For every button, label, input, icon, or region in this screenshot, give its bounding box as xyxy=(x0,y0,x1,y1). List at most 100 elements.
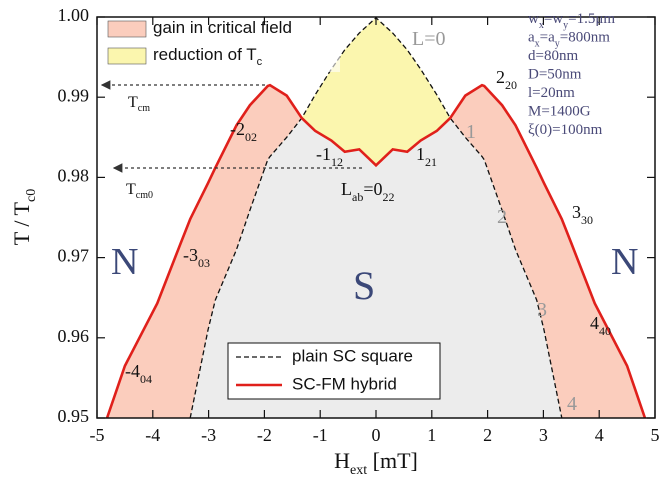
text-part: N xyxy=(611,241,638,283)
text-part: reduction of T xyxy=(153,45,257,64)
subscript: 03 xyxy=(198,256,210,270)
legend-swatch xyxy=(107,20,147,38)
subscript: 21 xyxy=(425,155,437,169)
text-part: =0 xyxy=(363,179,382,199)
line-legend: plain SC square SC-FM hybrid xyxy=(227,342,441,400)
x-tick-label: 5 xyxy=(651,425,660,445)
legend-label: reduction of Tc xyxy=(153,45,263,67)
parameter: M=1400G xyxy=(528,104,591,120)
parameter: ax=ay=800nm xyxy=(528,30,610,49)
text-part: T xyxy=(126,181,136,198)
x-tick-label: -1 xyxy=(313,425,328,445)
parameter: d=80nm xyxy=(528,48,578,64)
x-tick-label: -2 xyxy=(257,425,272,445)
annotation: -112 xyxy=(316,144,343,169)
subscript: 20 xyxy=(505,78,517,92)
text-part: -1 xyxy=(316,144,331,164)
subscript: ab xyxy=(352,190,363,204)
text-part: H xyxy=(334,448,350,473)
text-part: a xyxy=(528,30,535,46)
x-tick-label: 4 xyxy=(595,425,604,445)
subscript: c xyxy=(257,56,263,68)
series-line xyxy=(105,83,647,419)
subscript: 12 xyxy=(331,155,343,169)
text-part: w xyxy=(528,11,539,27)
annotation: 440 xyxy=(590,313,611,338)
annotation: 220 xyxy=(496,67,517,92)
text-part: D=50nm xyxy=(528,67,582,83)
text-part: S xyxy=(353,263,375,308)
x-tick-label: -5 xyxy=(90,425,105,445)
legend-label: plain SC square xyxy=(292,346,413,365)
annotation: 121 xyxy=(416,144,437,169)
text-part: 2 xyxy=(496,67,505,87)
annotation: Tcm xyxy=(128,94,150,114)
text-part: 4 xyxy=(567,393,577,415)
parameter: D=50nm xyxy=(528,67,582,83)
subscript: 30 xyxy=(581,213,593,227)
parameter: l=20nm xyxy=(528,85,575,101)
text-part: N xyxy=(111,241,138,283)
text-part: l=20nm xyxy=(528,85,575,101)
text-part: 1 xyxy=(416,144,425,164)
text-part: L=0 xyxy=(412,28,446,50)
annotation: -303 xyxy=(183,245,210,270)
subscript: cm0 xyxy=(136,190,153,201)
subscript: c0 xyxy=(24,189,39,202)
annotation: N xyxy=(111,241,138,283)
text-part: 2 xyxy=(497,206,507,228)
text-part: d=80nm xyxy=(528,48,578,64)
annotation: L=0 xyxy=(412,28,446,50)
text-part: M=1400G xyxy=(528,104,591,120)
y-tick-label: 0.98 xyxy=(58,166,90,186)
parameter: ξ(0)=100nm xyxy=(528,122,603,138)
legend-box xyxy=(227,342,441,400)
subscript: x xyxy=(535,38,540,49)
y-tick-label: 0.96 xyxy=(58,326,90,346)
annotation: Tcm0 xyxy=(126,181,153,201)
y-tick-label: 0.99 xyxy=(58,85,90,105)
annotation: N xyxy=(611,241,638,283)
text-part: =a xyxy=(540,30,555,46)
text-part: 4 xyxy=(590,313,599,333)
text-part: =800nm xyxy=(560,30,610,46)
text-part: 1 xyxy=(466,121,476,143)
y-tick-label: 0.97 xyxy=(58,246,90,266)
annotation: 2 xyxy=(497,206,507,228)
subscript: y xyxy=(563,20,568,31)
text-part: 3 xyxy=(537,299,547,321)
x-tick-label: 1 xyxy=(427,425,436,445)
text-part: T xyxy=(128,94,138,111)
annotation: -202 xyxy=(230,119,257,144)
region-legend: gain in critical field reduction of Tc xyxy=(104,18,340,72)
subscript: 04 xyxy=(140,372,152,386)
x-tick-label: -3 xyxy=(201,425,216,445)
text-part: -3 xyxy=(183,245,198,265)
x-tick-label: 3 xyxy=(539,425,548,445)
annotation: 4 xyxy=(567,393,577,415)
subscript: 02 xyxy=(245,130,257,144)
x-tick-label: 0 xyxy=(372,425,381,445)
text-part: -4 xyxy=(125,361,140,381)
y-tick-label: 0.95 xyxy=(58,406,90,426)
text-part: -2 xyxy=(230,119,245,139)
x-axis-label: Hext [mT] xyxy=(334,448,418,478)
annotation: S xyxy=(353,263,375,308)
text-part: =w xyxy=(544,11,563,27)
text-part: L xyxy=(341,179,352,199)
text-part: [mT] xyxy=(367,448,418,473)
x-tick-label: -4 xyxy=(145,425,160,445)
subscript: 40 xyxy=(599,324,611,338)
subscript: y xyxy=(555,38,560,49)
text-part: T / T xyxy=(9,201,34,245)
subscript: 22 xyxy=(382,190,394,204)
annotation: 1 xyxy=(466,121,476,143)
annotation: -404 xyxy=(125,361,152,386)
x-tick-label: 2 xyxy=(483,425,492,445)
legend-label: gain in critical field xyxy=(153,18,292,37)
legend-label: SC-FM hybrid xyxy=(292,374,397,393)
subscript: ext xyxy=(350,463,367,478)
subscript: cm xyxy=(138,103,150,114)
y-axis-label: T / Tc0 xyxy=(9,189,39,245)
